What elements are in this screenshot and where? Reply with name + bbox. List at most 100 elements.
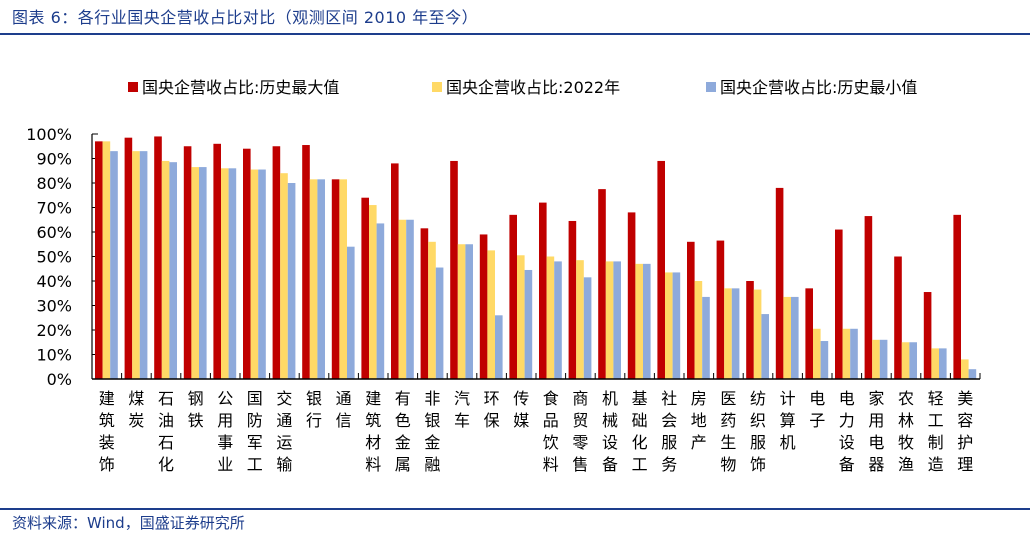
x-tick-label: 环保	[484, 389, 500, 430]
bar-2-房地产	[694, 281, 703, 379]
bar-3-公用事业	[228, 168, 237, 379]
bar-2-公用事业	[221, 168, 229, 379]
x-tick-label: 钢铁	[188, 389, 204, 430]
bar-1-建筑材料	[361, 197, 369, 379]
y-tick-label: 70%	[36, 199, 72, 218]
bar-2-电子	[813, 328, 821, 379]
bar-3-房地产	[702, 296, 710, 379]
x-tick-label: 农林牧渔	[898, 389, 914, 474]
bar-1-电力设备	[835, 229, 843, 379]
bar-2-社会服务	[665, 272, 673, 379]
bar-1-计算机	[775, 187, 784, 379]
bar-3-纺织服饰	[761, 314, 769, 379]
bar-1-农林牧渔	[894, 256, 902, 379]
bar-2-美容护理	[961, 359, 969, 379]
bar-3-农林牧渔	[909, 342, 917, 379]
x-tick-label: 公用事业	[217, 389, 233, 474]
bar-3-计算机	[791, 296, 799, 379]
x-tick-label: 电子	[809, 389, 825, 430]
x-tick-label: 纺织服饰	[750, 389, 766, 474]
x-tick-label: 石油石化	[158, 389, 174, 474]
bar-3-建筑装饰	[110, 151, 118, 379]
bar-2-电力设备	[842, 328, 851, 379]
bar-3-石油石化	[169, 162, 177, 379]
bar-2-轻工制造	[931, 348, 939, 379]
bar-2-商贸零售	[576, 260, 584, 379]
legend-swatch	[128, 82, 138, 92]
bar-1-社会服务	[657, 160, 665, 379]
x-tick-label: 美容护理	[957, 389, 973, 474]
x-tick-label: 汽车	[454, 389, 470, 430]
bar-3-基础化工	[643, 263, 651, 379]
x-tick-label: 建筑装饰	[99, 389, 115, 474]
legend-label: 国央企营收占比:历史最小值	[720, 78, 917, 97]
bar-3-传媒	[524, 269, 533, 379]
bar-1-家用电器	[864, 216, 873, 379]
bar-2-钢铁	[191, 167, 199, 379]
bar-1-国防军工	[243, 148, 251, 379]
footer-divider	[0, 508, 1030, 510]
legend-swatch	[706, 82, 716, 92]
bar-3-钢铁	[199, 167, 207, 379]
bar-3-通信	[347, 246, 355, 379]
bar-3-电力设备	[850, 328, 858, 379]
bar-3-机械设备	[613, 261, 621, 379]
x-tick-label: 家用电器	[868, 389, 884, 474]
bar-2-传媒	[517, 255, 525, 379]
source-note: 资料来源：Wind，国盛证券研究所	[12, 514, 245, 532]
bar-1-煤炭	[124, 137, 133, 379]
bar-3-交通运输	[287, 183, 296, 379]
y-tick-label: 10%	[36, 346, 72, 365]
bar-1-传媒	[509, 214, 517, 379]
x-tick-label: 商贸零售	[572, 389, 588, 474]
bar-2-汽车	[457, 244, 466, 379]
title-divider	[0, 33, 1030, 35]
bar-1-商贸零售	[568, 220, 577, 379]
bar-3-建筑材料	[376, 223, 385, 379]
x-tick-label: 有色金属	[395, 389, 411, 474]
bar-2-石油石化	[161, 160, 170, 379]
bar-1-非银金融	[420, 228, 429, 379]
y-tick-label: 60%	[36, 223, 72, 242]
x-tick-label: 计算机	[780, 389, 796, 452]
y-tick-label: 0%	[47, 370, 72, 389]
bar-1-交通运输	[272, 146, 281, 379]
x-tick-label: 银行	[306, 389, 322, 430]
x-tick-label: 基础化工	[632, 389, 648, 474]
bar-1-通信	[331, 179, 340, 379]
bar-3-非银金融	[435, 267, 444, 379]
bar-2-交通运输	[280, 173, 288, 379]
bar-3-食品饮料	[554, 261, 562, 379]
bar-1-轻工制造	[923, 292, 932, 379]
bar-1-钢铁	[183, 146, 192, 379]
bar-3-有色金属	[406, 219, 414, 379]
bar-1-纺织服饰	[746, 281, 754, 379]
bar-3-美容护理	[968, 369, 977, 379]
legend-swatch	[432, 82, 442, 92]
bar-1-银行	[302, 145, 310, 379]
bar-1-环保	[479, 234, 488, 379]
bar-1-房地产	[687, 241, 695, 379]
bar-2-食品饮料	[546, 256, 555, 379]
bar-1-食品饮料	[539, 202, 547, 379]
bar-1-有色金属	[391, 163, 399, 379]
y-tick-label: 20%	[36, 321, 72, 340]
bar-3-家用电器	[879, 339, 888, 379]
bar-2-环保	[487, 250, 495, 379]
bar-2-基础化工	[635, 263, 643, 379]
bar-2-建筑材料	[369, 205, 377, 379]
bar-1-石油石化	[154, 136, 162, 379]
bar-3-商贸零售	[583, 277, 592, 379]
x-tick-label: 交通运输	[276, 389, 292, 474]
bar-1-基础化工	[627, 212, 636, 379]
x-tick-label: 房地产	[691, 389, 707, 452]
bar-2-机械设备	[605, 261, 614, 379]
x-tick-label: 建筑材料	[365, 389, 381, 474]
bar-2-银行	[309, 179, 318, 379]
x-tick-label: 煤炭	[128, 389, 144, 430]
x-tick-label: 医药生物	[720, 389, 736, 474]
bar-2-国防军工	[250, 169, 259, 379]
bar-2-通信	[339, 179, 347, 379]
bar-3-社会服务	[672, 272, 681, 379]
bar-3-汽车	[465, 244, 473, 379]
